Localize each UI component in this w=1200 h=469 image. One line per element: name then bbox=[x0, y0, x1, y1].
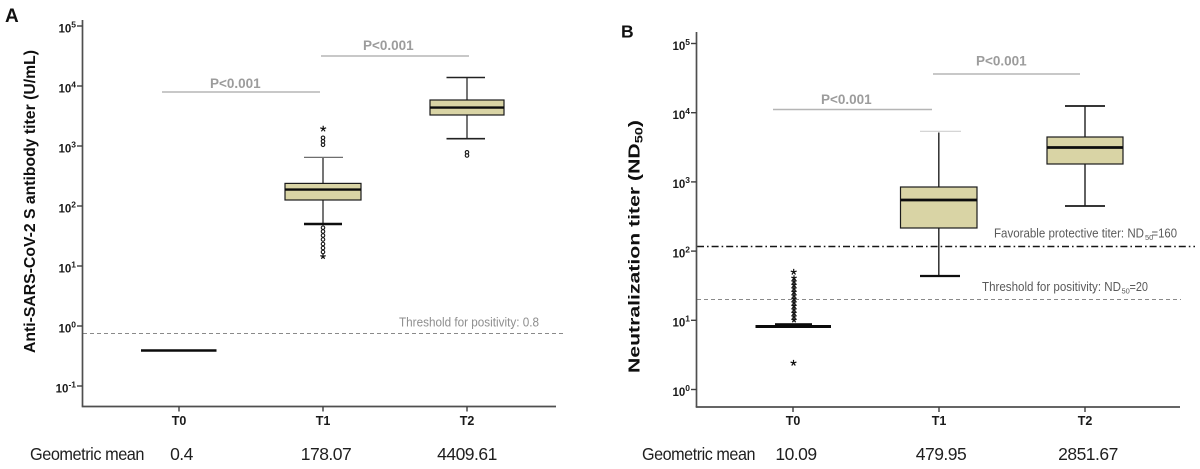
svg-text:4409.61: 4409.61 bbox=[437, 444, 497, 464]
svg-text:10-1: 10-1 bbox=[56, 379, 77, 395]
svg-text:101: 101 bbox=[672, 314, 690, 330]
svg-text:Geometric mean: Geometric mean bbox=[30, 444, 144, 464]
svg-text:100: 100 bbox=[58, 319, 76, 335]
svg-text:Threshold for positivity: ND: Threshold for positivity: ND bbox=[982, 280, 1121, 294]
svg-text:10.09: 10.09 bbox=[775, 444, 816, 464]
svg-text:P<0.001: P<0.001 bbox=[976, 54, 1027, 69]
svg-text:103: 103 bbox=[672, 175, 690, 191]
svg-text:100: 100 bbox=[672, 383, 690, 399]
svg-text:103: 103 bbox=[58, 139, 76, 155]
svg-text:0.4: 0.4 bbox=[170, 444, 194, 464]
svg-text:101: 101 bbox=[58, 259, 76, 275]
svg-text:=160: =160 bbox=[1152, 227, 1178, 241]
svg-text:=20: =20 bbox=[1130, 280, 1149, 294]
svg-text:102: 102 bbox=[58, 199, 76, 215]
svg-text:Anti-SARS-CoV-2 S antibody tit: Anti-SARS-CoV-2 S antibody titer (U/mL) bbox=[22, 50, 39, 353]
svg-text:T1: T1 bbox=[316, 414, 331, 428]
svg-text:Geometric mean: Geometric mean bbox=[642, 444, 755, 464]
svg-text:Threshold for positivity: 0.8: Threshold for positivity: 0.8 bbox=[399, 315, 539, 330]
svg-text:P<0.001: P<0.001 bbox=[210, 76, 261, 91]
svg-text:T1: T1 bbox=[932, 414, 947, 428]
svg-text:T0: T0 bbox=[172, 414, 187, 428]
svg-text:50: 50 bbox=[1122, 287, 1130, 296]
svg-text:Neutralization titer (ND50): Neutralization titer (ND50) bbox=[627, 120, 646, 373]
svg-text:Favorable protective titer: ND: Favorable protective titer: ND bbox=[994, 227, 1144, 241]
svg-text:T0: T0 bbox=[786, 414, 801, 428]
svg-text:178.07: 178.07 bbox=[301, 444, 352, 464]
svg-text:B: B bbox=[621, 22, 634, 42]
svg-text:P<0.001: P<0.001 bbox=[821, 92, 872, 107]
svg-text:P<0.001: P<0.001 bbox=[363, 38, 414, 53]
svg-text:A: A bbox=[5, 6, 19, 27]
svg-text:104: 104 bbox=[672, 106, 690, 122]
svg-text:50: 50 bbox=[1145, 233, 1153, 242]
svg-text:104: 104 bbox=[58, 79, 76, 95]
svg-text:T2: T2 bbox=[1078, 414, 1093, 428]
svg-text:105: 105 bbox=[672, 37, 690, 53]
svg-text:T2: T2 bbox=[460, 414, 475, 428]
svg-text:102: 102 bbox=[672, 244, 690, 260]
svg-text:479.95: 479.95 bbox=[916, 444, 967, 464]
svg-text:2851.67: 2851.67 bbox=[1058, 444, 1118, 464]
svg-text:105: 105 bbox=[58, 19, 76, 35]
